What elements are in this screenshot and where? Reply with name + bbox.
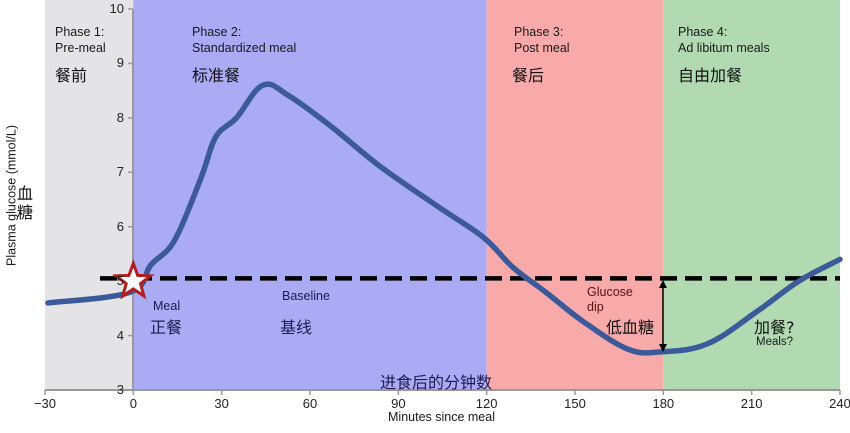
y-tick-label: 4 [116,327,124,343]
meals-question-cn-label: 加餐? [754,318,795,337]
x-tick-label: 180 [652,396,675,411]
phase3-cn: 餐后 [512,66,545,85]
y-tick-label: 6 [116,218,124,234]
phase4-cn: 自由加餐 [678,66,743,85]
meal-cn-label: 正餐 [150,318,183,337]
glucose-dip-cn-label: 低血糖 [606,318,655,337]
phase1-cn: 餐前 [55,66,88,85]
x-axis-title-cn: 进食后的分钟数 [380,373,493,392]
phase4-subtitle: Ad libitum meals [678,41,770,55]
meal-label: Meal [153,299,181,313]
baseline-cn-label: 基线 [280,318,313,337]
x-tick-label: −30 [33,396,57,411]
x-tick-label: 90 [391,396,406,411]
x-tick-label: 150 [564,396,586,411]
phase3-title: Phase 3: [514,25,564,39]
y-tick-label: 8 [116,109,124,125]
glucose-dip-label-2: dip [587,300,604,314]
y-axis-title-cn-1: 血 [17,184,34,203]
baseline-label: Baseline [282,289,330,303]
x-tick-label: 210 [740,396,763,411]
phase1-title: Phase 1: [55,25,105,39]
phase-bands [45,0,840,390]
meals-question-label: Meals? [756,336,794,348]
x-tick-label: 240 [829,396,850,411]
glucose-curve [45,81,843,356]
x-axis-title: Minutes since meal [388,410,495,424]
axes [44,8,841,395]
phase-band-3 [486,0,664,390]
meal-star-icon [112,259,155,300]
glucose-dip-arrow [659,280,667,352]
phase4-title: Phase 4: [678,25,728,39]
y-axis-title-cn-2: 糖 [17,203,34,222]
phase2-subtitle: Standardized meal [192,41,297,55]
y-tick-label: 7 [116,164,124,180]
phase2-title: Phase 2: [192,25,242,39]
phase3-subtitle: Post meal [514,41,570,55]
x-tick-label: 0 [129,396,137,411]
phase1-subtitle: Pre-meal [55,41,106,55]
phase2-cn: 标准餐 [192,66,241,85]
x-tick-label: 120 [475,396,498,411]
y-tick-label: 10 [109,1,124,16]
glucose-dip-label-1: Glucose [587,285,633,299]
phase-band-1 [45,0,134,390]
x-tick-label: 60 [302,396,318,411]
y-tick-label: 9 [116,55,124,71]
y-tick-label: 3 [116,382,124,397]
x-tick-label: 30 [214,396,229,411]
y-tick-label: 5 [116,273,124,289]
phase-band-4 [663,0,840,390]
